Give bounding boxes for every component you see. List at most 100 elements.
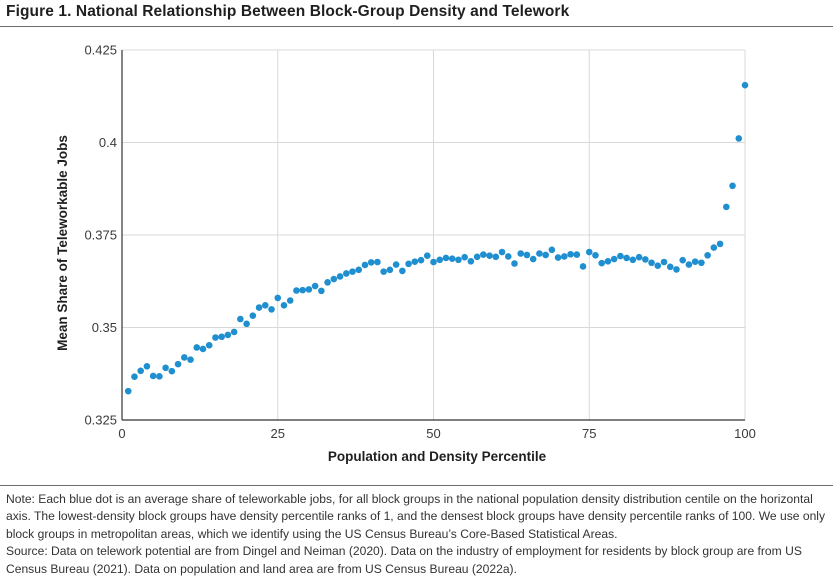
data-point <box>554 254 562 261</box>
data-point <box>660 258 668 266</box>
notes-divider <box>0 485 833 486</box>
data-point <box>218 333 225 341</box>
data-point <box>729 182 736 190</box>
data-point <box>286 297 294 304</box>
data-point <box>149 372 157 380</box>
data-point <box>187 356 194 363</box>
notes-block: Note: Each blue dot is an average share … <box>6 491 828 578</box>
data-point <box>168 367 176 375</box>
data-point <box>561 253 568 260</box>
data-point <box>536 250 543 257</box>
data-point <box>405 260 412 268</box>
data-point <box>131 373 138 381</box>
data-point <box>423 252 431 260</box>
y-tick-label: 0.325 <box>84 413 117 428</box>
gridlines <box>122 49 746 420</box>
data-point <box>698 259 705 267</box>
data-point <box>374 258 381 266</box>
data-point <box>448 255 456 262</box>
data-point <box>685 261 693 268</box>
data-point <box>380 268 387 275</box>
data-point <box>666 263 674 271</box>
data-point <box>417 256 425 264</box>
data-point <box>498 248 506 256</box>
y-tick-labels: 0.325 0.35 0.375 0.4 0.425 <box>84 43 117 428</box>
note-text: Note: Each blue dot is an average share … <box>6 492 826 541</box>
data-point <box>305 286 313 293</box>
data-point <box>716 240 724 248</box>
data-point <box>492 253 500 261</box>
data-point <box>648 259 655 267</box>
data-point <box>567 250 574 258</box>
data-point <box>523 251 531 259</box>
y-axis-title: Mean Share of Teleworkable Jobs <box>55 135 70 351</box>
data-point <box>255 304 263 311</box>
data-point <box>212 334 219 341</box>
x-tick-label: 100 <box>734 426 756 441</box>
data-point <box>386 266 394 274</box>
data-point <box>243 320 250 328</box>
x-tick-label: 50 <box>426 426 440 441</box>
data-point <box>579 263 587 270</box>
data-point <box>268 306 275 313</box>
data-point <box>610 255 618 263</box>
data-point <box>623 254 630 262</box>
data-point <box>280 302 288 309</box>
data-point <box>548 246 556 254</box>
y-axis-line <box>121 50 745 421</box>
data-point <box>299 286 306 294</box>
x-axis-title: Population and Density Percentile <box>328 449 547 464</box>
data-point <box>367 259 375 266</box>
data-point <box>517 250 525 257</box>
data-point <box>124 387 132 395</box>
data-point <box>691 258 699 265</box>
data-point <box>436 256 444 264</box>
title-divider <box>0 26 833 27</box>
data-point <box>411 258 419 265</box>
data-point <box>542 251 549 259</box>
data-point <box>205 341 213 349</box>
data-point <box>330 275 338 283</box>
data-points <box>124 81 749 395</box>
data-point <box>635 253 643 261</box>
data-point <box>467 257 475 265</box>
data-point <box>679 256 686 264</box>
data-point <box>511 260 518 267</box>
data-point <box>723 203 730 211</box>
y-tick-label: 0.425 <box>84 43 117 58</box>
data-point <box>598 259 606 267</box>
data-point <box>181 354 188 361</box>
data-point <box>311 282 319 290</box>
data-point <box>193 344 201 351</box>
data-point <box>455 256 462 264</box>
data-point <box>442 254 450 262</box>
data-point <box>249 312 257 319</box>
data-point <box>342 270 350 277</box>
x-tick-label: 0 <box>118 426 125 441</box>
data-point <box>156 373 163 380</box>
scatter-chart: 0.325 0.35 0.375 0.4 0.425 0 25 50 75 100 Popula… <box>55 43 756 465</box>
data-point <box>642 256 649 263</box>
y-tick-label: 0.35 <box>92 320 117 335</box>
data-point <box>349 268 356 275</box>
data-point <box>710 244 718 251</box>
data-point <box>137 367 144 375</box>
data-point <box>399 267 406 275</box>
data-point <box>704 252 711 259</box>
data-point <box>604 257 612 265</box>
data-point <box>504 253 512 260</box>
data-point <box>361 261 369 269</box>
data-point <box>162 364 169 372</box>
data-point <box>324 279 331 286</box>
x-tick-labels: 0 25 50 75 100 <box>118 426 755 441</box>
data-point <box>224 331 232 339</box>
data-point <box>143 363 151 370</box>
data-point <box>654 262 662 270</box>
data-point <box>355 266 363 274</box>
data-point <box>617 252 624 260</box>
data-point <box>480 251 487 258</box>
data-point <box>174 360 182 368</box>
data-point <box>230 328 238 336</box>
data-point <box>573 251 581 258</box>
y-tick-label: 0.375 <box>84 228 117 243</box>
